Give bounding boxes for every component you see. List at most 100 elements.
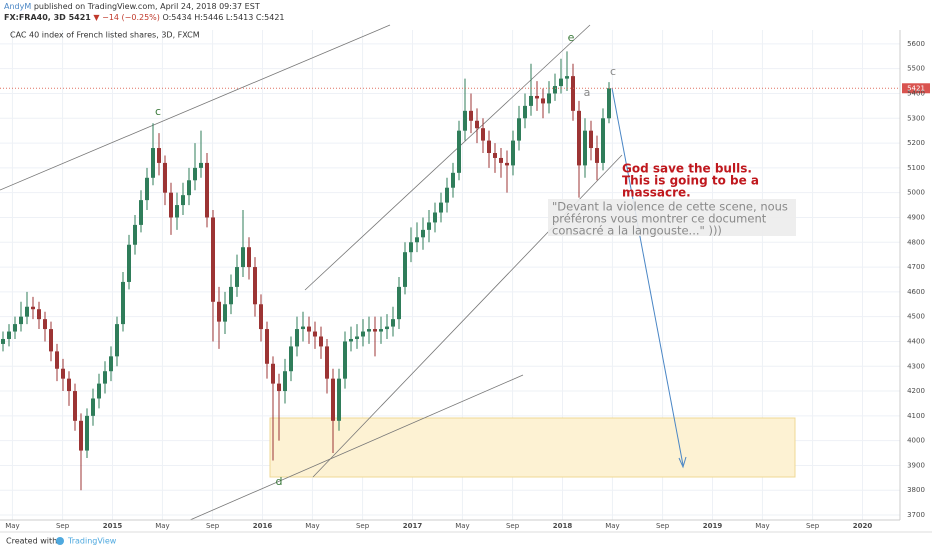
y-tick-label: 5400 bbox=[907, 89, 925, 97]
author-name: AndyM bbox=[4, 2, 31, 11]
candle-body bbox=[43, 319, 47, 330]
candle-body bbox=[385, 326, 389, 330]
note-text: consacré a la langouste..." ))) bbox=[552, 224, 722, 238]
trend-line bbox=[304, 24, 591, 291]
candle-body bbox=[415, 237, 419, 243]
footer-brand: TradingView bbox=[67, 537, 117, 546]
arrow-head bbox=[678, 456, 687, 469]
candle-body bbox=[115, 324, 119, 357]
y-tick-label: 3900 bbox=[907, 461, 925, 469]
candle-body bbox=[553, 86, 557, 94]
candle-body bbox=[271, 363, 275, 384]
candle-body bbox=[541, 98, 545, 104]
candle-body bbox=[223, 304, 227, 322]
x-tick-label: 2020 bbox=[853, 522, 873, 530]
y-tick-label: 5600 bbox=[907, 40, 925, 48]
candle-body bbox=[217, 301, 221, 322]
y-tick-label: 4200 bbox=[907, 387, 925, 395]
candle-body bbox=[391, 319, 395, 327]
x-tick-label: May bbox=[755, 522, 769, 530]
candles bbox=[0, 51, 611, 491]
candle-body bbox=[37, 309, 41, 320]
candle-body bbox=[343, 341, 347, 379]
candle-body bbox=[73, 391, 77, 421]
candle-body bbox=[457, 130, 461, 173]
candle-body bbox=[319, 336, 323, 347]
candle-body bbox=[301, 326, 305, 330]
x-tick-label: 2016 bbox=[253, 522, 273, 530]
candle-body bbox=[439, 202, 443, 213]
candle-body bbox=[565, 76, 569, 79]
y-tick-label: 5500 bbox=[907, 65, 925, 73]
candle-body bbox=[349, 338, 353, 342]
y-tick-label: 3700 bbox=[907, 511, 925, 519]
y-tick-label: 5200 bbox=[907, 139, 925, 147]
last-price-label: 5421 bbox=[907, 84, 925, 92]
candle-body bbox=[355, 336, 359, 339]
candle-body bbox=[487, 140, 491, 153]
y-tick-label: 3800 bbox=[907, 486, 925, 494]
wave-label: e bbox=[568, 31, 575, 44]
candle-body bbox=[211, 217, 215, 302]
candle-body bbox=[595, 148, 599, 163]
candle-body bbox=[403, 252, 407, 287]
candle-body bbox=[451, 172, 455, 188]
trend-line bbox=[0, 24, 391, 191]
candle-body bbox=[157, 148, 161, 163]
candle-body bbox=[475, 120, 479, 129]
candle-body bbox=[409, 242, 413, 253]
y-tick-label: 4000 bbox=[907, 437, 925, 445]
candle-body bbox=[259, 304, 263, 330]
candle-body bbox=[97, 383, 101, 399]
candle-body bbox=[253, 267, 257, 305]
author: AndyM published on TradingView.com, Apri… bbox=[4, 2, 260, 11]
x-tick-label: 2019 bbox=[703, 522, 723, 530]
candle-body bbox=[61, 368, 65, 379]
candle-body bbox=[229, 286, 233, 305]
symbol: FX:FRA40, 3D 5421 bbox=[4, 13, 91, 22]
candle-body bbox=[13, 324, 17, 332]
candle-body bbox=[193, 167, 197, 181]
candle-body bbox=[547, 93, 551, 104]
x-tick-label: May bbox=[605, 522, 619, 530]
candle-body bbox=[481, 128, 485, 141]
candle-body bbox=[535, 95, 539, 99]
candle-body bbox=[31, 306, 35, 310]
candle-body bbox=[241, 247, 245, 268]
candle-body bbox=[67, 378, 71, 392]
candle-body bbox=[313, 331, 317, 337]
x-tick-label: 2017 bbox=[403, 522, 423, 530]
x-tick-label: Sep bbox=[656, 522, 670, 530]
candle-body bbox=[337, 378, 341, 421]
wave-label: a bbox=[584, 86, 591, 99]
warning-text: This is going to be a bbox=[622, 174, 759, 188]
candle-body bbox=[583, 130, 587, 166]
warning-text: massacre. bbox=[622, 186, 691, 200]
candle-body bbox=[331, 378, 335, 421]
x-tick-label: Sep bbox=[506, 522, 520, 530]
y-tick-label: 4400 bbox=[907, 337, 925, 345]
candle-body bbox=[133, 224, 137, 245]
candle-body bbox=[505, 162, 509, 166]
change: ▼ −14 (−0.25%) bbox=[93, 13, 159, 22]
candle-body bbox=[103, 371, 107, 384]
y-tick-label: 4600 bbox=[907, 288, 925, 296]
candle-body bbox=[607, 88, 611, 119]
candle-body bbox=[199, 162, 203, 168]
y-tick-label: 4300 bbox=[907, 362, 925, 370]
x-tick-label: May bbox=[155, 522, 169, 530]
wave-label: c bbox=[610, 65, 616, 78]
candle-body bbox=[187, 180, 191, 196]
candle-body bbox=[277, 383, 281, 392]
logo bbox=[56, 537, 64, 545]
y-tick-label: 5300 bbox=[907, 114, 925, 122]
x-tick-label: May bbox=[455, 522, 469, 530]
candle-body bbox=[367, 329, 371, 332]
candle-body bbox=[55, 351, 59, 369]
candle-body bbox=[493, 152, 497, 158]
candle-body bbox=[121, 281, 125, 325]
candle-body bbox=[49, 329, 53, 352]
warning-text: God save the bulls. bbox=[622, 162, 752, 176]
candle-body bbox=[289, 346, 293, 372]
